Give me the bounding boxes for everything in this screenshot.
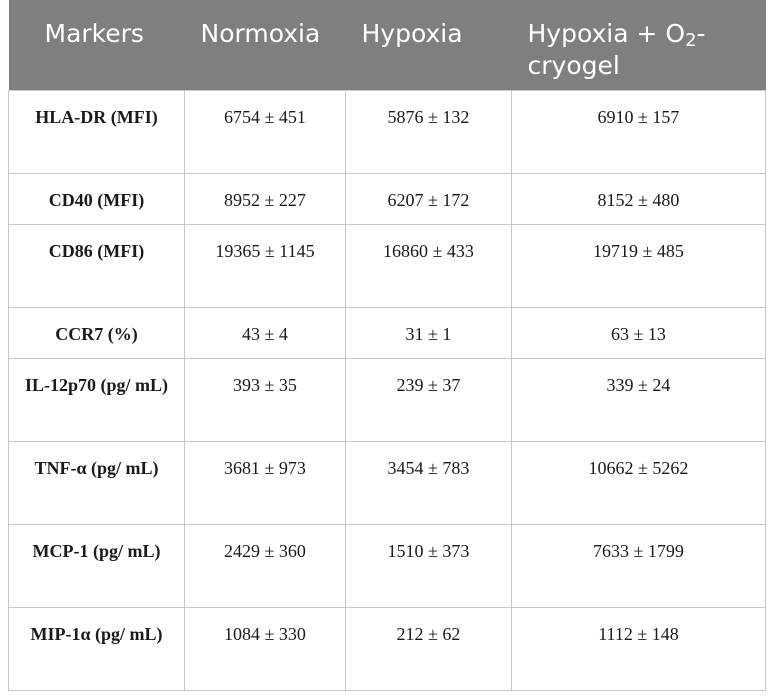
table-body: HLA-DR (MFI) 6754 ± 451 5876 ± 132 6910 ± 1… bbox=[8, 90, 766, 691]
header-hypoxia-o2-suffix: -cryogel bbox=[527, 19, 706, 80]
hypoxia-cell: 31 ± 1 bbox=[345, 307, 512, 359]
hypoxia-o2-cryogel-cell: 1112 ± 148 bbox=[511, 607, 766, 691]
header-normoxia: Normoxia bbox=[184, 0, 346, 91]
hypoxia-o2-cryogel-cell: 6910 ± 157 bbox=[511, 90, 766, 174]
marker-cell: HLA-DR (MFI) bbox=[8, 90, 185, 174]
hypoxia-o2-cryogel-cell: 7633 ± 1799 bbox=[511, 524, 766, 608]
normoxia-cell: 393 ± 35 bbox=[184, 358, 346, 442]
hypoxia-cell: 212 ± 62 bbox=[345, 607, 512, 691]
hypoxia-o2-cryogel-cell: 19719 ± 485 bbox=[511, 224, 766, 308]
normoxia-cell: 6754 ± 451 bbox=[184, 90, 346, 174]
header-hypoxia-o2-cryogel: Hypoxia + O2-cryogel bbox=[511, 0, 766, 91]
normoxia-cell: 1084 ± 330 bbox=[184, 607, 346, 691]
marker-cell: CD86 (MFI) bbox=[8, 224, 185, 308]
normoxia-cell: 2429 ± 360 bbox=[184, 524, 346, 608]
hypoxia-cell: 16860 ± 433 bbox=[345, 224, 512, 308]
normoxia-cell: 8952 ± 227 bbox=[184, 173, 346, 225]
markers-table: Markers Normoxia Hypoxia Hypoxia + O2-cr… bbox=[8, 0, 766, 691]
normoxia-cell: 19365 ± 1145 bbox=[184, 224, 346, 308]
normoxia-cell: 3681 ± 973 bbox=[184, 441, 346, 525]
marker-cell: CCR7 (%) bbox=[8, 307, 185, 359]
table-row: TNF-α (pg/ mL) 3681 ± 973 3454 ± 783 10662 … bbox=[8, 441, 766, 525]
hypoxia-o2-cryogel-cell: 10662 ± 5262 bbox=[511, 441, 766, 525]
marker-cell: CD40 (MFI) bbox=[8, 173, 185, 225]
table-row: MIP-1α (pg/ mL) 1084 ± 330 212 ± 62 1112 ± … bbox=[8, 607, 766, 691]
table-row: HLA-DR (MFI) 6754 ± 451 5876 ± 132 6910 ± 1… bbox=[8, 90, 766, 174]
hypoxia-cell: 6207 ± 172 bbox=[345, 173, 512, 225]
header-markers: Markers bbox=[8, 0, 185, 91]
table-row: CCR7 (%) 43 ± 4 31 ± 1 63 ± 13 bbox=[8, 307, 766, 359]
table-row: MCP-1 (pg/ mL) 2429 ± 360 1510 ± 373 7633 ±… bbox=[8, 524, 766, 608]
table-row: CD86 (MFI) 19365 ± 1145 16860 ± 433 19719 ±… bbox=[8, 224, 766, 308]
marker-cell: MIP-1α (pg/ mL) bbox=[8, 607, 185, 691]
header-hypoxia-o2-prefix: Hypoxia + O bbox=[527, 19, 686, 48]
table-row: IL-12p70 (pg/ mL) 393 ± 35 239 ± 37 339 ± 2… bbox=[8, 358, 766, 442]
header-hypoxia-o2-subscript: 2 bbox=[685, 30, 697, 51]
table-row: CD40 (MFI) 8952 ± 227 6207 ± 172 8152 ± 480 bbox=[8, 173, 766, 225]
table-header: Markers Normoxia Hypoxia Hypoxia + O2-cr… bbox=[8, 0, 766, 91]
normoxia-cell: 43 ± 4 bbox=[184, 307, 346, 359]
header-hypoxia: Hypoxia bbox=[345, 0, 512, 91]
hypoxia-cell: 1510 ± 373 bbox=[345, 524, 512, 608]
hypoxia-cell: 239 ± 37 bbox=[345, 358, 512, 442]
hypoxia-o2-cryogel-cell: 8152 ± 480 bbox=[511, 173, 766, 225]
header-row: Markers Normoxia Hypoxia Hypoxia + O2-cr… bbox=[8, 0, 766, 91]
hypoxia-o2-cryogel-cell: 339 ± 24 bbox=[511, 358, 766, 442]
hypoxia-cell: 5876 ± 132 bbox=[345, 90, 512, 174]
hypoxia-cell: 3454 ± 783 bbox=[345, 441, 512, 525]
marker-cell: IL-12p70 (pg/ mL) bbox=[8, 358, 185, 442]
marker-cell: TNF-α (pg/ mL) bbox=[8, 441, 185, 525]
hypoxia-o2-cryogel-cell: 63 ± 13 bbox=[511, 307, 766, 359]
marker-cell: MCP-1 (pg/ mL) bbox=[8, 524, 185, 608]
